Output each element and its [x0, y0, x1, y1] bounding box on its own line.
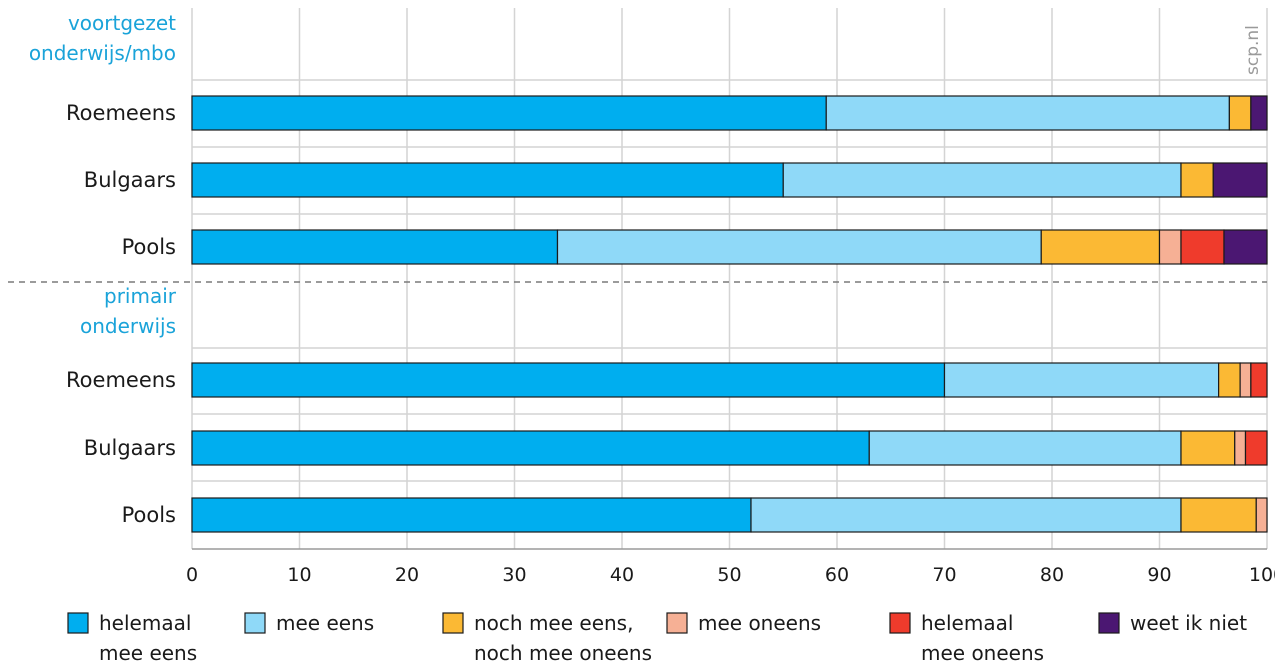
category-labels: voortgezet onderwijs/mbo Roemeens Bulgaars P… [29, 11, 177, 527]
category-label: Bulgaars [84, 168, 176, 192]
legend-swatch [1098, 612, 1120, 634]
bar-segment [1180, 430, 1236, 466]
bar-segment [1239, 362, 1252, 398]
legend: helemaal mee eens mee eens noch mee eens, no… [67, 611, 1247, 663]
bar-segment [1180, 229, 1225, 265]
bar-segment [191, 162, 784, 198]
bar-segment [191, 430, 870, 466]
x-tick-label: 100 [1249, 564, 1275, 586]
bar-segment [1040, 229, 1161, 265]
bar-segment [1234, 430, 1247, 466]
x-tick-label: 60 [825, 564, 849, 586]
x-tick-label: 80 [1040, 564, 1064, 586]
watermark: scp.nl [1243, 25, 1263, 75]
bar-segment [868, 430, 1182, 466]
category-label: Roemeens [66, 368, 176, 392]
category-label: Pools [122, 235, 176, 259]
x-tick-label: 20 [395, 564, 419, 586]
bar-segment [1255, 497, 1268, 533]
legend-swatch [67, 612, 89, 634]
legend-swatch [666, 612, 688, 634]
legend-label: mee oneens [921, 641, 1044, 663]
bar-segment [191, 497, 752, 533]
legend-label: noch mee oneens [474, 641, 652, 663]
bar-segment [1180, 497, 1257, 533]
bar-segment [750, 497, 1182, 533]
legend-label: helemaal [921, 611, 1013, 635]
x-tick-label: 70 [932, 564, 956, 586]
bar-segment [782, 162, 1182, 198]
bar-segment [191, 95, 827, 131]
bar-segment [1180, 162, 1214, 198]
x-tick-label: 90 [1147, 564, 1171, 586]
bar-segment [1250, 362, 1268, 398]
legend-swatch [244, 612, 266, 634]
bar-segment [1250, 95, 1268, 131]
legend-swatch [889, 612, 911, 634]
bar-segment [1158, 229, 1182, 265]
legend-label: helemaal [99, 611, 191, 635]
bar-segment [556, 229, 1042, 265]
row-separators [8, 79, 1267, 482]
bar-segment [1218, 362, 1241, 398]
legend-label: mee eens [99, 641, 197, 663]
bar-segment [191, 229, 559, 265]
x-tick-label: 40 [610, 564, 634, 586]
x-tick-label: 50 [717, 564, 741, 586]
category-label: Pools [122, 503, 176, 527]
bar-segment [1212, 162, 1268, 198]
bars [191, 95, 1268, 533]
group-label: onderwijs [80, 314, 176, 338]
group-label: voortgezet [68, 11, 176, 35]
bar-segment [1223, 229, 1268, 265]
legend-swatch [442, 612, 464, 634]
legend-label: weet ik niet [1130, 611, 1247, 635]
bar-segment [1228, 95, 1252, 131]
category-label: Roemeens [66, 101, 176, 125]
bar-segment [825, 95, 1230, 131]
bar-segment [943, 362, 1220, 398]
group-label: primair [104, 284, 177, 308]
bar-segment [191, 362, 946, 398]
legend-label: mee eens [276, 611, 374, 635]
x-tick-label: 0 [186, 564, 198, 586]
legend-label: noch mee eens, [474, 611, 633, 635]
x-axis-ticks: 0 10 20 30 40 50 60 70 80 90 100 [186, 564, 1275, 586]
bar-segment [1244, 430, 1268, 466]
x-tick-label: 10 [287, 564, 311, 586]
x-tick-label: 30 [502, 564, 526, 586]
category-label: Bulgaars [84, 436, 176, 460]
legend-label: mee oneens [698, 611, 821, 635]
group-label: onderwijs/mbo [29, 41, 176, 65]
grid-lines [191, 8, 1268, 550]
